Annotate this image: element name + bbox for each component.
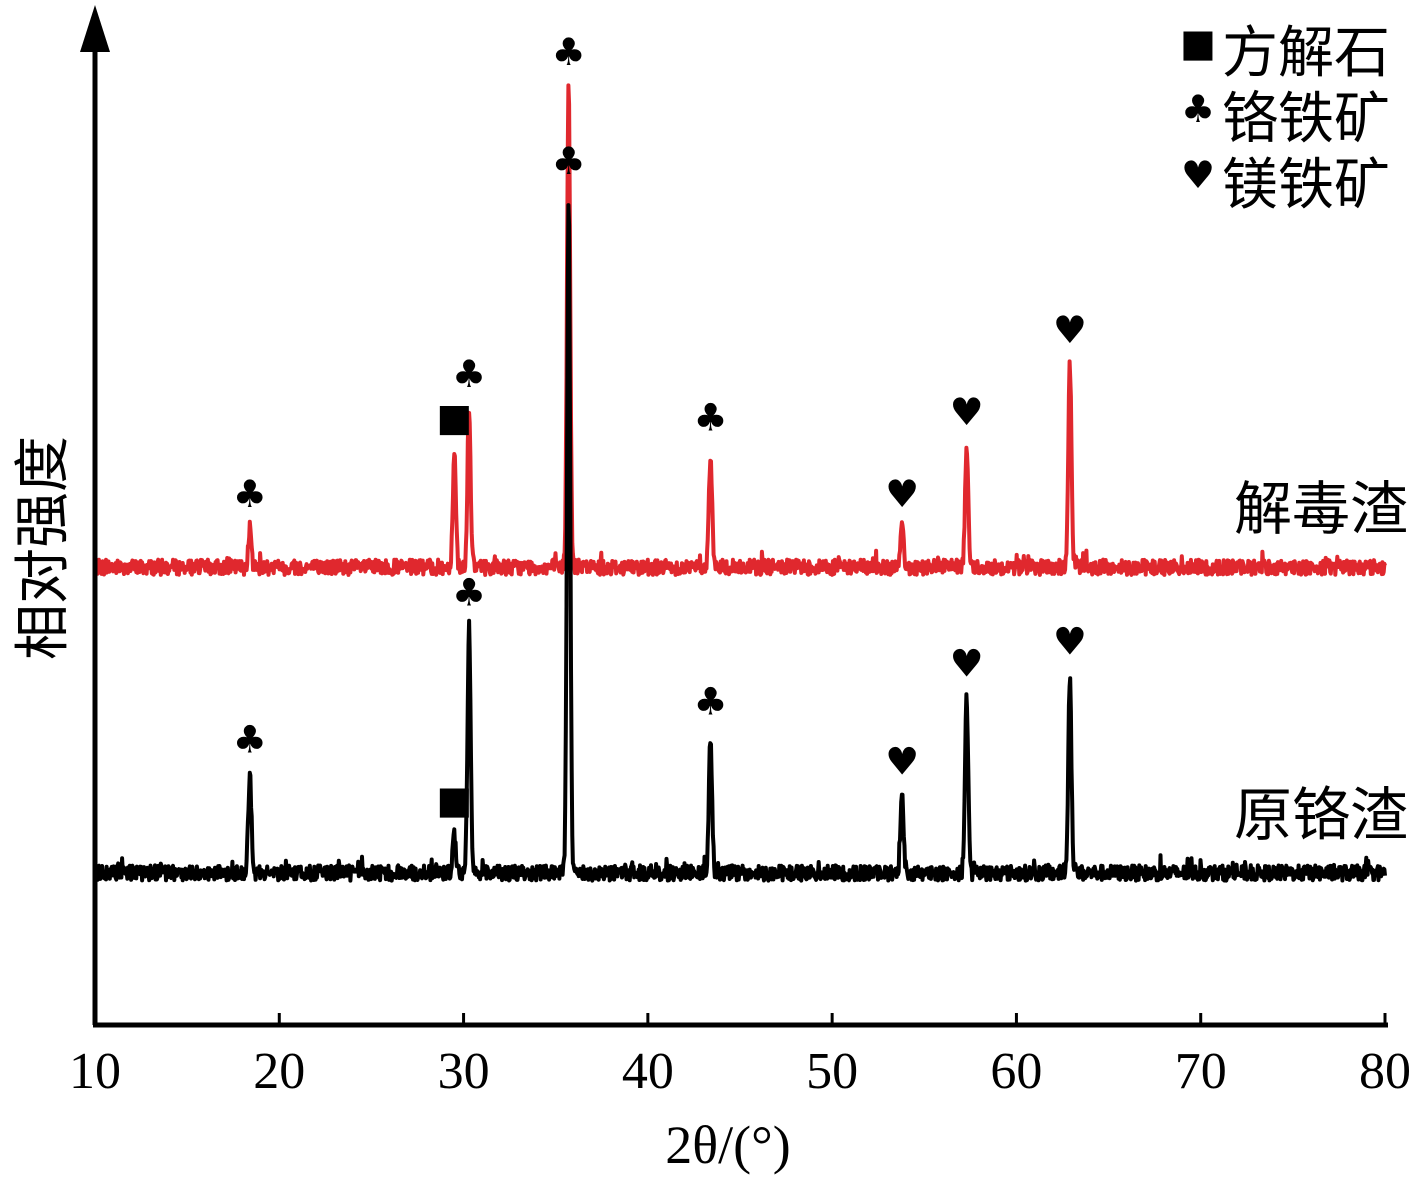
series-label: 解毒渣	[1234, 475, 1408, 543]
legend-label: 铬铁矿	[1222, 87, 1390, 152]
legend-symbol: ■	[1180, 21, 1216, 65]
club-marker: ♣	[452, 352, 486, 396]
legend-symbol: ♥	[1181, 153, 1215, 197]
x-tick-label: 10	[69, 1043, 121, 1100]
y-axis-title: 相对强度	[11, 436, 76, 660]
heart-marker: ♥	[950, 641, 984, 685]
heart-marker: ♥	[1053, 619, 1087, 663]
x-tick-label: 70	[1175, 1043, 1227, 1100]
club-marker: ♣	[693, 396, 727, 440]
axes	[80, 5, 1388, 1028]
plot-area	[93, 83, 1387, 883]
x-tick-label: 20	[253, 1043, 305, 1100]
club-marker: ♣	[233, 718, 267, 762]
x-tick-label: 60	[990, 1043, 1042, 1100]
club-marker: ♣	[452, 570, 486, 614]
peak-markers: ♣■♣♣♣♥♥♥♣■♣♣♣♥♥ ♥	[233, 30, 1087, 822]
heart-marker: ♥	[885, 472, 919, 516]
y-axis-arrow	[80, 5, 110, 52]
x-tick-label: 50	[806, 1043, 858, 1100]
club-marker: ♣	[233, 472, 267, 516]
x-ticks: 10 20 30 40 50 60 70 80	[69, 1013, 1411, 1100]
club-marker: ♣	[693, 680, 727, 724]
legend-label: 镁铁矿	[1222, 153, 1390, 218]
legend: ■ 方解石♣ 铬铁矿♥ 镁铁矿	[1180, 21, 1390, 218]
series-line-0	[93, 83, 1387, 577]
x-tick-label: 40	[622, 1043, 674, 1100]
x-axis-title: 2θ/(°)	[665, 1115, 790, 1175]
series-line-1	[93, 203, 1387, 883]
square-marker: ■	[436, 778, 472, 822]
series-label: 原铬渣	[1234, 781, 1408, 849]
legend-label: 方解石	[1222, 21, 1390, 86]
heart-marker: ♥	[950, 390, 984, 434]
club-marker: ♣	[552, 30, 586, 74]
heart-marker: ♥	[885, 740, 919, 784]
heart-marker: ♥	[1053, 308, 1087, 352]
x-tick-label: 30	[438, 1043, 490, 1100]
club-marker: ♣	[552, 139, 586, 183]
legend-symbol: ♣	[1181, 87, 1215, 131]
square-marker: ■	[436, 396, 472, 440]
x-tick-label: 80	[1359, 1043, 1411, 1100]
